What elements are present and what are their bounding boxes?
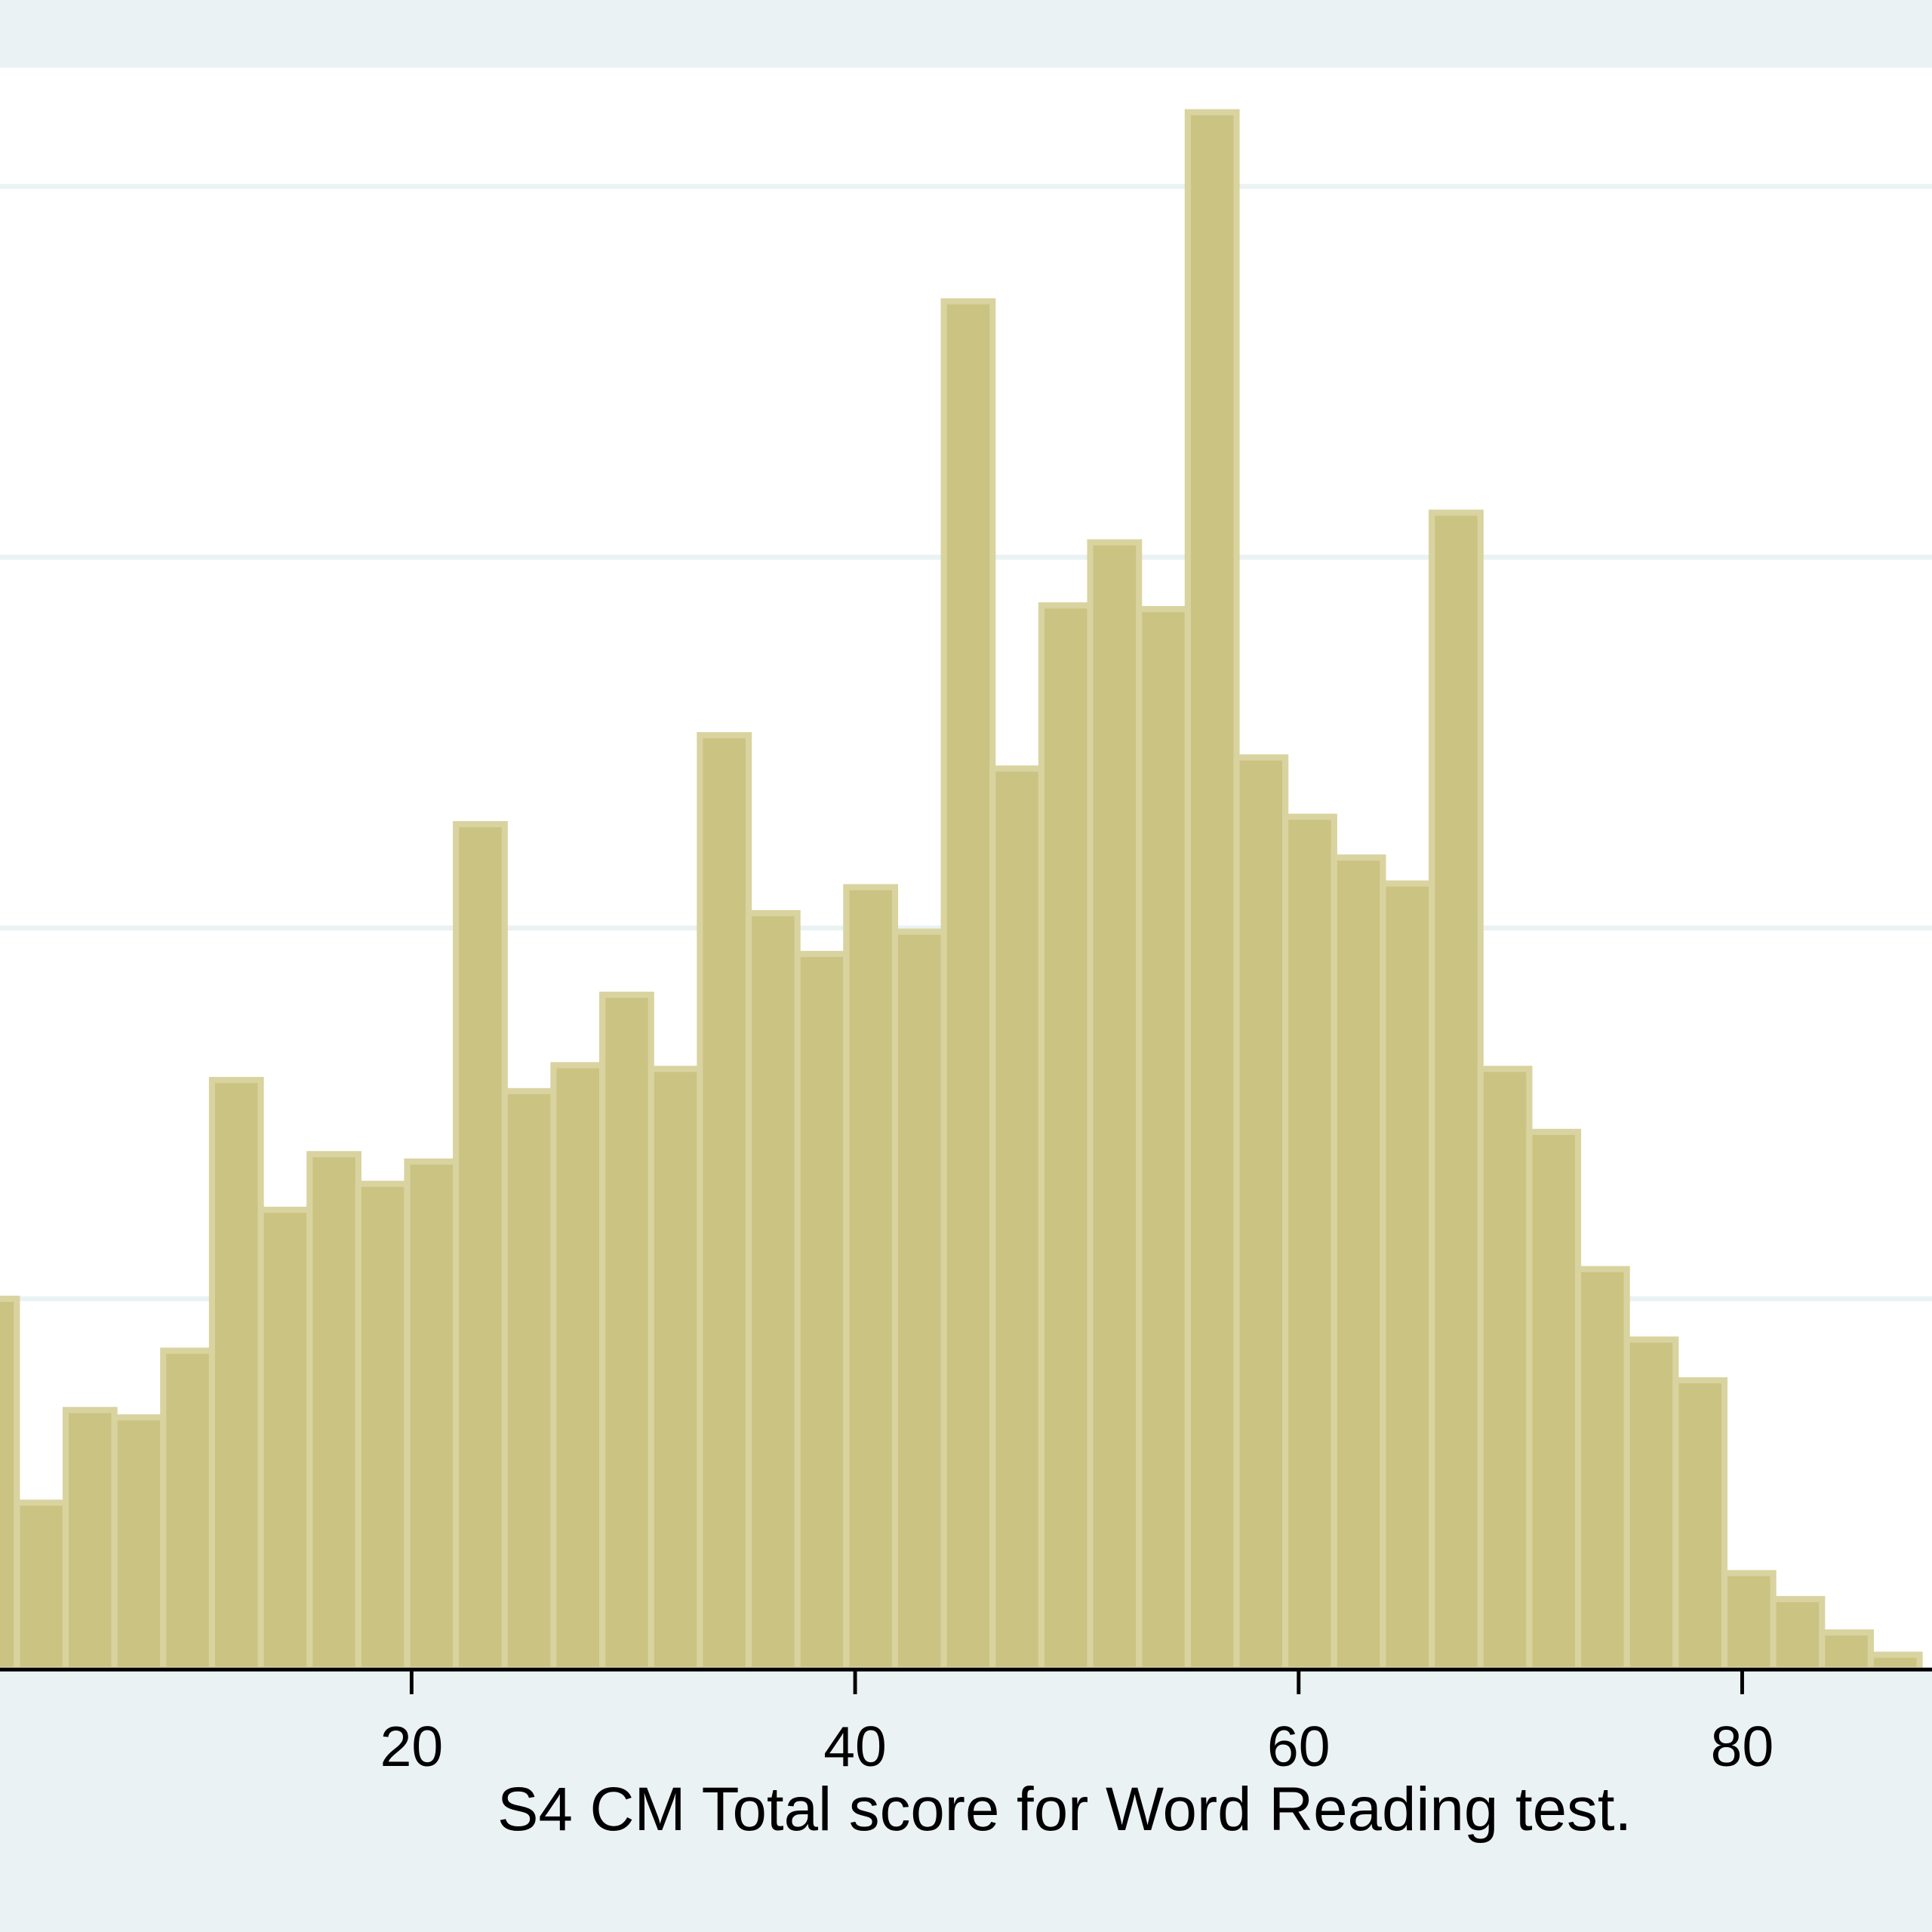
bar: [1477, 1066, 1533, 1670]
x-axis-label: S4 CM Total score for Word Reading test.: [497, 1775, 1632, 1844]
x-tick-label: 40: [823, 1715, 887, 1778]
bar: [1380, 880, 1435, 1670]
x-axis: 20 40 60 80: [0, 1667, 1932, 1778]
bar: [1087, 539, 1143, 1670]
x-tick-label: 20: [380, 1715, 444, 1778]
bar: [208, 1076, 264, 1670]
x-tick-label: 60: [1267, 1715, 1331, 1778]
bar: [648, 1066, 703, 1670]
bar: [697, 732, 752, 1670]
bar: [1721, 1570, 1777, 1670]
x-tick-label: 80: [1711, 1715, 1774, 1778]
bar: [1770, 1595, 1826, 1670]
bar: [1867, 1651, 1923, 1670]
bar: [1574, 1266, 1630, 1670]
bar: [355, 1180, 411, 1670]
bar: [794, 950, 850, 1670]
bar: [1819, 1629, 1874, 1670]
bar: [306, 1151, 361, 1670]
bars: [0, 109, 1923, 1670]
bar: [940, 298, 996, 1670]
bar: [1233, 754, 1289, 1670]
bar: [989, 765, 1044, 1670]
bar: [62, 1407, 118, 1670]
bar: [550, 1062, 606, 1670]
bar: [1623, 1336, 1679, 1670]
bar: [1038, 602, 1094, 1670]
bar: [891, 928, 947, 1670]
bar: [1282, 814, 1337, 1670]
bar: [1526, 1128, 1582, 1670]
bar: [843, 884, 899, 1670]
bar: [14, 1500, 69, 1670]
bar: [1428, 509, 1484, 1670]
bar: [599, 991, 654, 1670]
bar: [257, 1206, 313, 1670]
bar: [501, 1088, 557, 1670]
bar: [1672, 1377, 1728, 1670]
bar: [1136, 606, 1191, 1670]
bar: [1184, 109, 1240, 1670]
bar: [160, 1347, 215, 1670]
bar: [404, 1158, 460, 1670]
bar: [453, 820, 508, 1670]
bar: [111, 1414, 167, 1670]
bar: [1331, 854, 1386, 1670]
bar: [745, 909, 801, 1670]
bar: [0, 1295, 20, 1670]
